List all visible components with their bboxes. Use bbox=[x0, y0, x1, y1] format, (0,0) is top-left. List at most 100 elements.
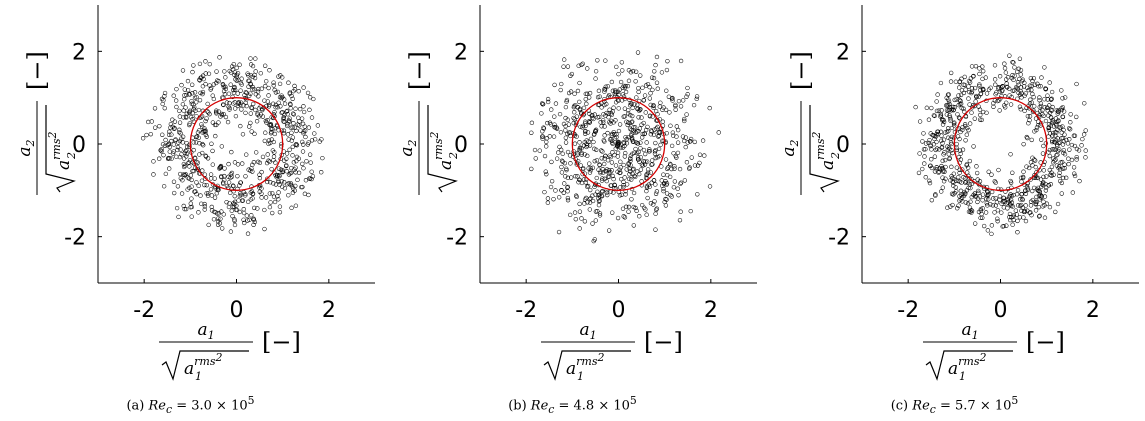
scatter-point bbox=[1041, 113, 1046, 118]
scatter-point bbox=[978, 215, 983, 221]
scatter-point bbox=[941, 137, 947, 142]
scatter-point bbox=[1020, 205, 1025, 210]
y-tick-label: 2 bbox=[454, 40, 468, 65]
scatter-point bbox=[993, 92, 998, 97]
scatter-point bbox=[249, 166, 254, 171]
scatter-point bbox=[266, 141, 271, 147]
scatter-point bbox=[609, 168, 614, 173]
scatter-point bbox=[171, 149, 176, 154]
scatter-point bbox=[1015, 80, 1021, 85]
scatter-point bbox=[675, 127, 681, 133]
sqrt-sign bbox=[543, 350, 631, 381]
scatter-point bbox=[580, 61, 585, 66]
scatter-point bbox=[203, 59, 208, 64]
scatter-point bbox=[296, 115, 301, 120]
scatter-point bbox=[619, 60, 625, 65]
scatter-point bbox=[297, 106, 303, 112]
scatter-point bbox=[290, 184, 295, 189]
scatter-point bbox=[286, 80, 291, 85]
scatter-point bbox=[562, 181, 567, 186]
scatter-point bbox=[303, 134, 308, 140]
scatter-point bbox=[1070, 190, 1075, 195]
scatter-point bbox=[271, 181, 276, 186]
scatter-point bbox=[559, 170, 565, 175]
scatter-point bbox=[558, 130, 564, 135]
scatter-point bbox=[624, 141, 630, 146]
scatter-point bbox=[995, 216, 1000, 221]
scatter-points bbox=[913, 53, 1088, 237]
scatter-point bbox=[542, 189, 547, 195]
scatter-point bbox=[934, 99, 939, 104]
scatter-point bbox=[977, 71, 982, 77]
scatter-point bbox=[920, 166, 925, 172]
scatter-point bbox=[587, 90, 593, 96]
scatter-point bbox=[144, 132, 149, 138]
scatter-point bbox=[585, 153, 590, 158]
scatter-point bbox=[991, 101, 996, 106]
scatter-point bbox=[929, 147, 934, 152]
scatter-point bbox=[688, 208, 693, 214]
scatter-point bbox=[1018, 72, 1023, 77]
scatter-point bbox=[1060, 114, 1065, 119]
scatter-point bbox=[653, 108, 659, 114]
scatter-point bbox=[253, 69, 258, 74]
scatter-point bbox=[1021, 209, 1027, 215]
scatter-point bbox=[945, 92, 951, 97]
scatter-point bbox=[995, 98, 1000, 104]
scatter-point bbox=[1068, 120, 1073, 125]
scatter-point bbox=[588, 136, 594, 142]
scatter-point bbox=[981, 68, 986, 74]
scatter-point bbox=[981, 223, 987, 229]
scatter-point bbox=[289, 138, 294, 143]
scatter-point bbox=[985, 228, 991, 233]
scatter-point bbox=[266, 93, 271, 98]
scatter-point bbox=[285, 123, 290, 129]
scatter-point bbox=[653, 191, 659, 196]
scatter-point bbox=[969, 86, 975, 91]
scatter-point bbox=[614, 64, 619, 70]
scatter-point bbox=[1017, 104, 1023, 109]
scatter-point bbox=[1049, 89, 1055, 95]
caption-tag: (a) bbox=[126, 398, 145, 414]
scatter-point bbox=[275, 89, 281, 95]
scatter-point bbox=[1053, 209, 1058, 215]
scatter-point bbox=[169, 132, 174, 137]
scatter-point bbox=[645, 195, 650, 201]
scatter-point bbox=[638, 167, 644, 172]
scatter-point bbox=[1074, 154, 1079, 160]
scatter-point bbox=[674, 134, 679, 139]
scatter-point bbox=[225, 119, 231, 125]
scatter-point bbox=[277, 182, 282, 187]
scatter-point bbox=[311, 96, 316, 102]
scatter-point bbox=[678, 180, 684, 185]
scatter-point bbox=[665, 58, 670, 64]
scatter-point bbox=[951, 171, 956, 176]
scatter-point bbox=[611, 176, 616, 182]
scatter-point bbox=[197, 61, 203, 67]
scatter-point bbox=[628, 156, 633, 162]
scatter-point bbox=[687, 139, 693, 144]
scatter-point bbox=[1010, 204, 1015, 209]
scatter-point bbox=[635, 155, 641, 160]
scatter-point bbox=[616, 106, 621, 111]
scatter-point bbox=[676, 192, 681, 198]
scatter-point bbox=[688, 136, 694, 142]
scatter-point bbox=[958, 92, 964, 98]
scatter-point bbox=[992, 77, 998, 82]
scatter-point bbox=[1021, 215, 1026, 220]
scatter-points bbox=[140, 55, 325, 236]
scatter-point bbox=[984, 110, 989, 115]
scatter-point bbox=[620, 145, 626, 150]
scatter-point bbox=[1044, 201, 1049, 206]
scatter-point bbox=[976, 104, 981, 109]
scatter-point bbox=[609, 160, 615, 165]
scatter-point bbox=[208, 85, 214, 91]
scatter-point bbox=[553, 101, 559, 106]
scatter-point bbox=[189, 196, 194, 201]
scatter-point bbox=[1038, 193, 1043, 198]
scatter-point bbox=[234, 72, 240, 78]
scatter-point bbox=[1057, 173, 1062, 179]
scatter-point bbox=[186, 176, 192, 181]
